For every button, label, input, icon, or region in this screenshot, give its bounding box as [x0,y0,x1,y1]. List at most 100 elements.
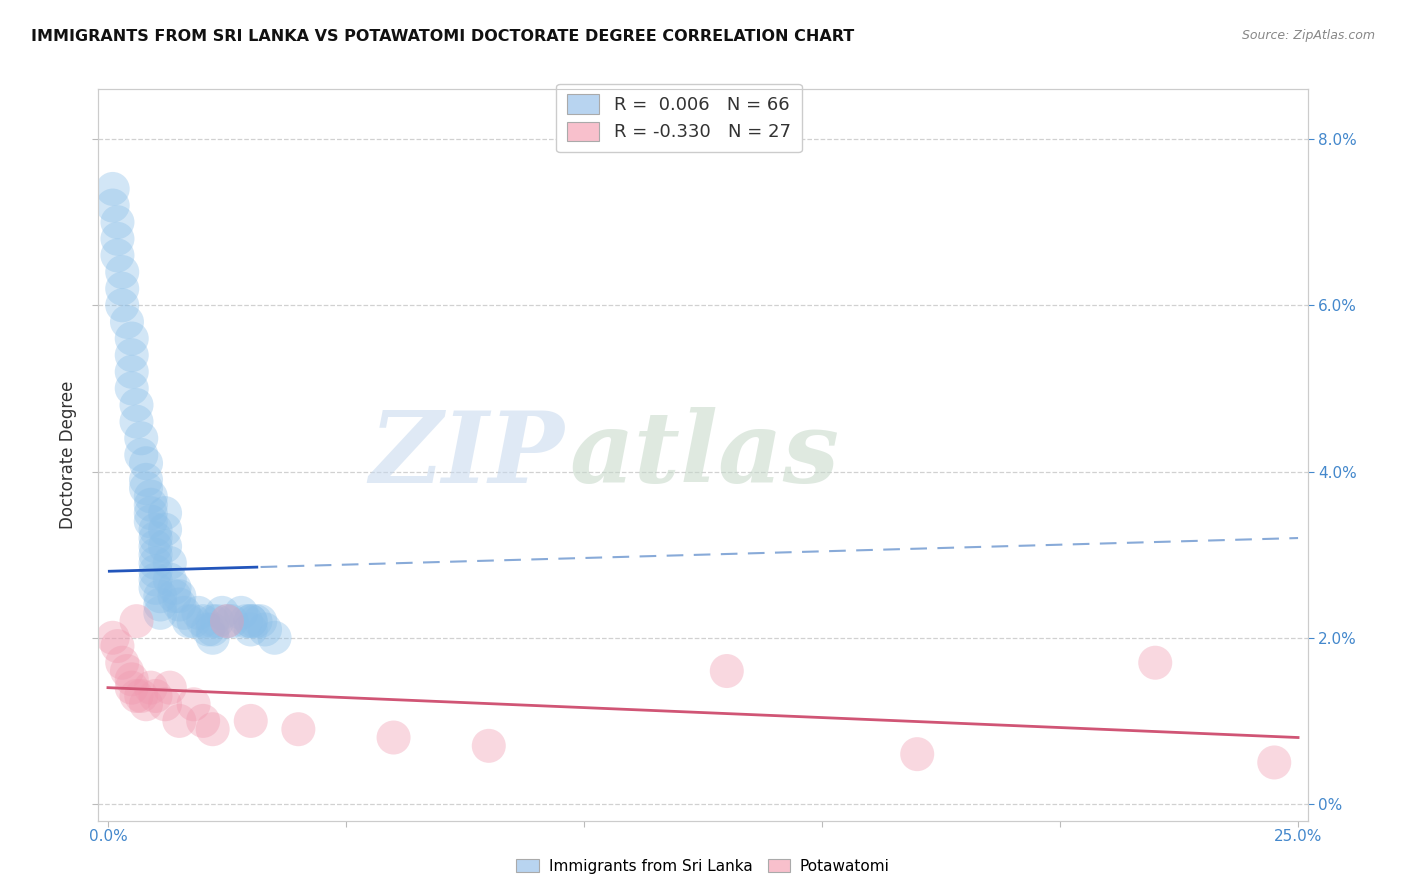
Point [197,623,219,637]
Point [249,614,271,628]
Point [145,564,167,578]
Point [121,332,143,346]
Point [177,614,200,628]
Point [159,556,181,570]
Point [107,639,129,653]
Point [287,723,309,737]
Point [478,739,501,753]
Point [107,215,129,229]
Point [135,698,157,712]
Point [153,539,176,553]
Point [905,747,928,761]
Point [101,198,124,212]
Point [145,548,167,562]
Point [121,365,143,379]
Text: atlas: atlas [569,407,839,503]
Point [153,523,176,537]
Point [145,556,167,570]
Point [149,589,172,603]
Point [125,415,148,429]
Point [239,614,262,628]
Y-axis label: Doctorate Degree: Doctorate Degree [59,381,77,529]
Point [211,606,233,620]
Point [191,714,214,728]
Point [145,523,167,537]
Point [263,631,285,645]
Point [125,614,148,628]
Point [125,689,148,703]
Point [183,698,205,712]
Point [121,381,143,395]
Point [239,623,262,637]
Point [163,589,186,603]
Point [145,689,167,703]
Point [1263,756,1285,770]
Point [187,606,209,620]
Point [121,673,143,687]
Point [145,531,167,545]
Point [173,606,195,620]
Point [121,681,143,695]
Point [149,598,172,612]
Point [159,573,181,587]
Point [135,473,157,487]
Point [153,698,176,712]
Point [231,606,253,620]
Point [115,664,138,678]
Point [149,606,172,620]
Point [215,614,238,628]
Point [129,689,152,703]
Point [201,623,224,637]
Point [111,298,134,312]
Point [245,614,267,628]
Legend: R =  0.006   N = 66, R = -0.330   N = 27: R = 0.006 N = 66, R = -0.330 N = 27 [555,84,801,153]
Point [153,506,176,520]
Point [139,515,162,529]
Point [716,664,738,678]
Point [239,714,262,728]
Point [111,282,134,296]
Point [201,631,224,645]
Point [159,681,181,695]
Point [201,723,224,737]
Text: 25.0%: 25.0% [1274,829,1322,844]
Point [163,581,186,595]
Point [201,614,224,628]
Point [382,731,405,745]
Point [139,681,162,695]
Point [135,481,157,495]
Point [215,614,238,628]
Point [169,598,191,612]
Text: ZIP: ZIP [368,407,564,503]
Point [207,614,229,628]
Point [1144,656,1167,670]
Point [139,506,162,520]
Point [239,614,262,628]
Point [235,614,257,628]
Point [101,182,124,196]
Legend: Immigrants from Sri Lanka, Potawatomi: Immigrants from Sri Lanka, Potawatomi [510,853,896,880]
Point [121,348,143,362]
Text: IMMIGRANTS FROM SRI LANKA VS POTAWATOMI DOCTORATE DEGREE CORRELATION CHART: IMMIGRANTS FROM SRI LANKA VS POTAWATOMI … [31,29,855,44]
Point [221,614,243,628]
Point [183,614,205,628]
Point [107,232,129,246]
Point [169,714,191,728]
Point [145,573,167,587]
Point [135,456,157,470]
Point [101,631,124,645]
Point [107,248,129,262]
Point [125,398,148,412]
Text: 0.0%: 0.0% [89,829,128,844]
Point [254,623,277,637]
Point [111,265,134,279]
Point [145,539,167,553]
Point [169,589,191,603]
Point [129,448,152,462]
Point [139,490,162,504]
Text: Source: ZipAtlas.com: Source: ZipAtlas.com [1241,29,1375,42]
Point [191,614,214,628]
Point [145,581,167,595]
Point [115,315,138,329]
Point [139,498,162,512]
